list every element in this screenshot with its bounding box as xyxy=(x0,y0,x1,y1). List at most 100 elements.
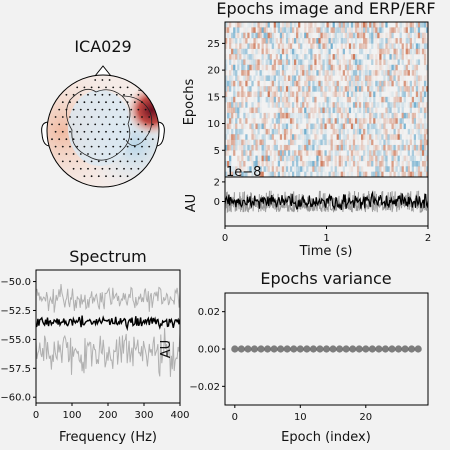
epochs-image-cell xyxy=(399,38,402,44)
epochs-image-cell xyxy=(405,144,408,151)
epochs-image-cell xyxy=(241,128,244,135)
epochs-image-cell xyxy=(417,32,421,39)
epochs-image-cell xyxy=(356,86,360,92)
epochs-image-cell xyxy=(245,118,248,124)
spectrum-y-tick-label: −57.5 xyxy=(0,364,31,375)
epochs-image-cell xyxy=(340,160,343,167)
epochs-image-cell xyxy=(413,160,417,167)
epochs-image-cell xyxy=(381,96,384,103)
epochs-image-cell xyxy=(316,43,319,49)
epochs-image-cell xyxy=(352,80,356,87)
epochs-image-cell xyxy=(227,27,230,33)
epochs-image-cell xyxy=(316,27,319,33)
epochs-image-cell xyxy=(408,156,410,162)
epochs-image-cell xyxy=(308,86,311,92)
epochs-image-cell xyxy=(383,144,386,151)
epochs-image-cell xyxy=(265,118,268,124)
epochs-image-cell xyxy=(413,171,417,178)
epochs-image-cell xyxy=(375,128,378,135)
epochs-image-cell xyxy=(229,75,232,81)
epochs-image-cell xyxy=(383,155,386,162)
epochs-image-cell xyxy=(391,59,394,65)
epochs-image-cell xyxy=(229,139,232,146)
epochs-image-cell xyxy=(243,48,246,55)
epochs-image-cell xyxy=(326,102,329,108)
epochs-image-cell xyxy=(318,43,321,49)
epochs-image-cell xyxy=(300,43,303,49)
epochs-image-cell xyxy=(357,38,359,44)
epochs-image-cell xyxy=(257,128,260,135)
epochs-image-cell xyxy=(259,32,262,39)
epochs-image-cell xyxy=(356,166,360,172)
epochs-image-cell xyxy=(229,32,232,39)
epochs-image-cell xyxy=(354,22,358,28)
epochs-image-cell xyxy=(273,112,276,119)
sensor-dot xyxy=(108,138,111,141)
epochs-image-cell xyxy=(336,123,339,130)
epochs-image-cell xyxy=(225,128,228,135)
epochs-image-cell xyxy=(308,22,311,28)
epochs-image-cell xyxy=(229,107,232,114)
epochs-image-cell xyxy=(385,43,388,49)
epochs-image-cell xyxy=(273,48,276,55)
epochs-image-cell xyxy=(273,27,276,33)
sensor-dot xyxy=(126,160,129,163)
sensor-dot xyxy=(76,145,79,148)
epochs-image-cell xyxy=(304,27,307,33)
epochs-image-cell xyxy=(281,22,285,28)
epochs-image-cell xyxy=(296,160,299,167)
epochs-image-cell xyxy=(277,22,281,28)
epochs-image-cell xyxy=(423,144,427,151)
epochs-image-cell xyxy=(239,155,242,162)
epochs-image-cell xyxy=(397,171,400,178)
epochs-image-cell xyxy=(413,75,417,81)
epochs-image-cell xyxy=(371,38,374,44)
epochs-image-cell xyxy=(346,107,350,114)
epochs-image-cell xyxy=(298,59,301,65)
epochs-image-cell xyxy=(358,48,362,55)
epochs-image-cell xyxy=(239,160,242,167)
sensor-dot xyxy=(105,116,107,118)
epochs-image-cell xyxy=(358,27,362,33)
epochs-image-cell xyxy=(340,54,343,60)
epochs-image-cell xyxy=(310,107,313,114)
sensor-dot xyxy=(87,138,89,141)
sensor-dot xyxy=(79,108,82,111)
sensor-dot xyxy=(83,116,86,118)
epochs-image-cell xyxy=(237,86,240,92)
epochs-image-cell xyxy=(377,171,380,178)
epochs-image-cell xyxy=(298,150,301,156)
epochs-image-cell xyxy=(257,118,259,124)
epochs-image-cell xyxy=(318,155,321,162)
epochs-image-cell xyxy=(363,91,366,98)
epochs-image-cell xyxy=(231,64,234,71)
epochs-image-cell xyxy=(415,160,419,167)
sensor-dot xyxy=(126,86,129,89)
epochs-image-cell xyxy=(231,75,234,81)
epochs-image-cell xyxy=(259,123,262,130)
epochs-image-cell xyxy=(261,48,264,55)
epochs-image-cell xyxy=(243,38,246,44)
epochs-image-cell xyxy=(283,134,287,140)
epochs-image-cell xyxy=(334,80,337,87)
epochs-image-cell xyxy=(263,86,266,92)
epochs-image-cell xyxy=(393,150,396,156)
epochs-image-cell xyxy=(312,49,314,55)
epochs-image-cell xyxy=(300,48,303,55)
epochs-image-cell xyxy=(291,102,295,108)
epochs-image-cell xyxy=(231,150,234,156)
epochs-image-cell xyxy=(237,134,240,140)
epochs-image-cell xyxy=(326,59,329,65)
epochs-image-cell xyxy=(298,166,301,172)
epochs-image-cell xyxy=(322,27,325,33)
epochs-image-cell xyxy=(377,43,380,49)
epochs-image-cell xyxy=(291,112,295,119)
epochs-image-cell xyxy=(401,48,404,55)
epochs-image-cell xyxy=(298,38,301,44)
epochs-image-cell xyxy=(233,171,236,178)
epochs-image-cell xyxy=(306,75,309,81)
epochs-image-cell xyxy=(333,140,335,146)
epochs-image-cell xyxy=(283,112,287,119)
epochs-image-cell xyxy=(354,59,358,65)
